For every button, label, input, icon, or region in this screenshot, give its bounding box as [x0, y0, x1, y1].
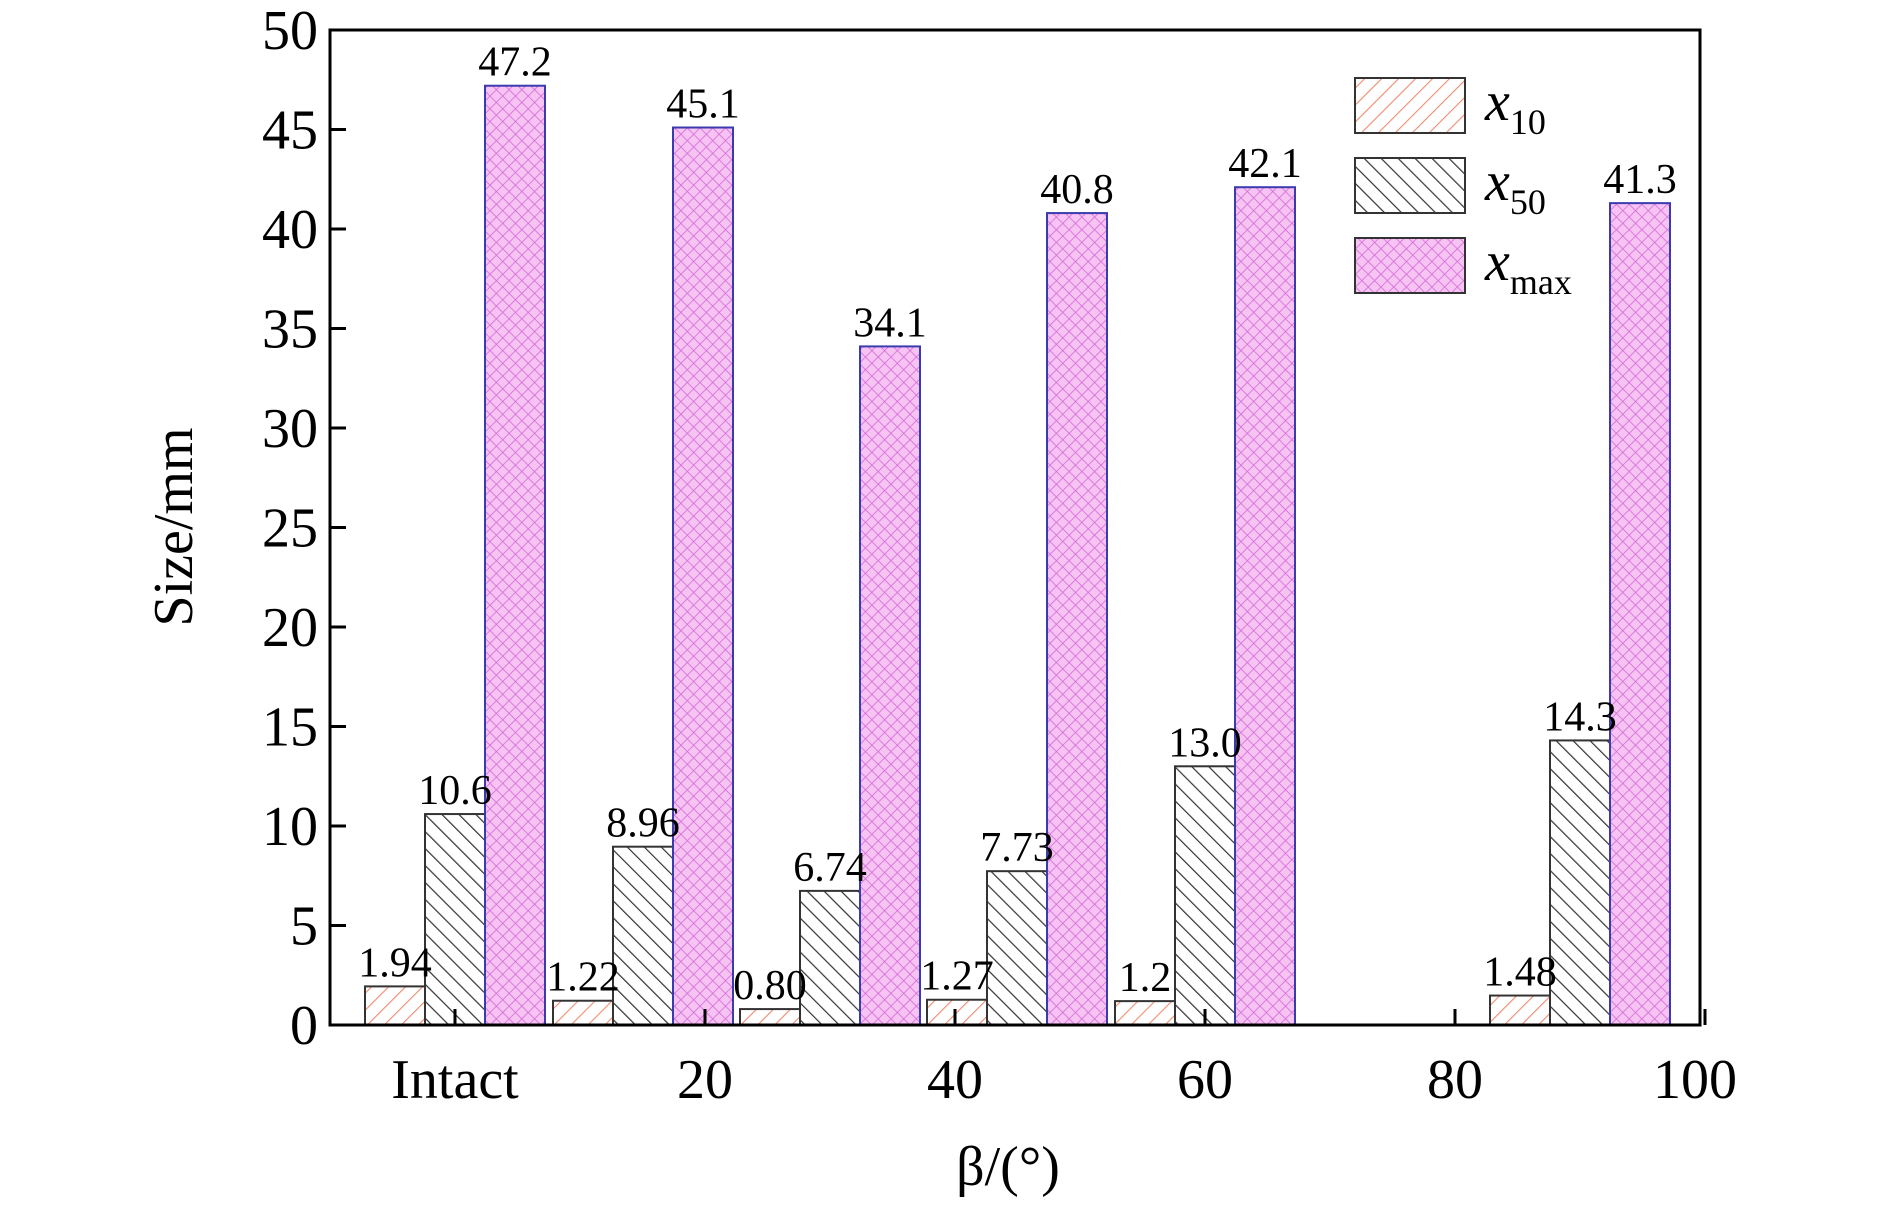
- y-tick-label-0: 0: [290, 995, 318, 1057]
- bar-label-10-5: 1.48: [1483, 950, 1557, 996]
- legend-swatch-50: [1354, 157, 1466, 214]
- legend: x10 x50 xmax: [1354, 71, 1572, 302]
- bar-label-50-4: 13.0: [1168, 720, 1242, 766]
- bar-10-3: [926, 998, 988, 1026]
- bar-label-50-3: 7.73: [980, 825, 1054, 871]
- y-tick-label-50: 50: [262, 0, 318, 62]
- legend-label-50: x50: [1484, 151, 1546, 222]
- y-tick-label-45: 45: [262, 100, 318, 162]
- y-tick-label-40: 40: [262, 199, 318, 261]
- bar-max-2: [859, 345, 921, 1027]
- bar-label-max-2: 34.1: [853, 300, 927, 346]
- bar-max-1: [672, 126, 734, 1026]
- bar-label-50-5: 14.3: [1543, 694, 1617, 740]
- bar-50-2: [799, 889, 861, 1027]
- bar-50-3: [986, 870, 1048, 1026]
- bar-max-4: [1234, 186, 1296, 1026]
- bar-label-50-0: 10.6: [418, 768, 492, 814]
- bar-10-2: [739, 1008, 801, 1027]
- bar-max-0: [484, 84, 546, 1027]
- y-tick-label-5: 5: [290, 896, 318, 958]
- legend-label-10: x10: [1484, 71, 1546, 142]
- y-tick-label-15: 15: [262, 697, 318, 759]
- y-tick-label-30: 30: [262, 398, 318, 460]
- bar-label-10-2: 0.80: [733, 963, 807, 1009]
- bar-label-50-2: 6.74: [793, 845, 867, 891]
- bar-label-50-1: 8.96: [606, 801, 680, 847]
- y-axis-title: Size/mm: [143, 427, 205, 626]
- bar-max-3: [1046, 212, 1108, 1026]
- bar-label-10-3: 1.27: [920, 954, 994, 1000]
- bar-10-0: [364, 985, 426, 1026]
- bars: [364, 84, 1671, 1027]
- x-tick-label-5: 100: [1653, 1049, 1737, 1111]
- y-tick-label-25: 25: [262, 498, 318, 560]
- bar-50-5: [1549, 739, 1611, 1026]
- x-axis-title: β/(°): [956, 1136, 1060, 1198]
- legend-swatch-max: [1354, 237, 1466, 294]
- bar-50-0: [424, 813, 486, 1026]
- legend-swatch-10: [1354, 77, 1466, 134]
- bar-10-4: [1114, 1000, 1176, 1026]
- x-tick-label-1: 20: [677, 1049, 733, 1111]
- bar-label-10-0: 1.94: [358, 940, 432, 986]
- bar-max-5: [1609, 202, 1671, 1026]
- x-axis: Intact 20 40 60 80 100: [391, 1009, 1737, 1111]
- y-axis: 0 5 10 15 20 25 30 35 40 45 50: [262, 0, 346, 1057]
- legend-label-max: xmax: [1484, 231, 1572, 302]
- bar-50-1: [612, 845, 674, 1026]
- bar-label-max-5: 41.3: [1603, 157, 1677, 203]
- y-tick-label-10: 10: [262, 796, 318, 858]
- bar-10-5: [1489, 994, 1551, 1026]
- bar-label-max-3: 40.8: [1040, 167, 1114, 213]
- x-tick-label-2: 40: [927, 1049, 983, 1111]
- bar-label-max-1: 45.1: [666, 82, 740, 128]
- y-tick-label-35: 35: [262, 299, 318, 361]
- x-tick-label-3: 60: [1177, 1049, 1233, 1111]
- bar-label-max-0: 47.2: [478, 40, 552, 86]
- bar-label-max-4: 42.1: [1228, 141, 1302, 187]
- bar-50-4: [1174, 765, 1236, 1026]
- bar-labels: 1.9410.647.21.228.9645.10.806.7434.11.27…: [358, 40, 1677, 1009]
- bar-label-10-1: 1.22: [546, 955, 620, 1001]
- y-tick-label-20: 20: [262, 597, 318, 659]
- bar-10-1: [552, 999, 614, 1026]
- x-tick-label-4: 80: [1427, 1049, 1483, 1111]
- x-tick-label-0: Intact: [391, 1049, 519, 1111]
- bar-label-10-4: 1.2: [1119, 955, 1172, 1001]
